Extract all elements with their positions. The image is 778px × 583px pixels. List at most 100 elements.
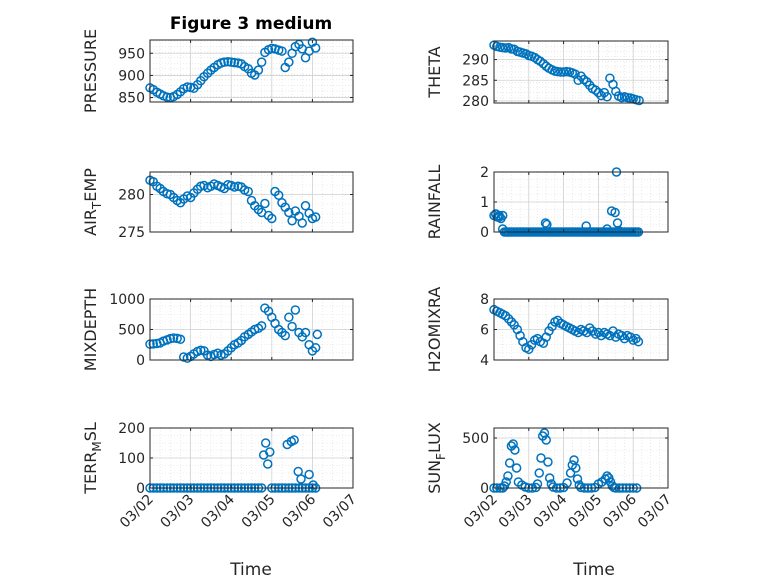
y-tick-label: 4 (480, 353, 489, 369)
data-point (572, 474, 583, 484)
data-point (280, 330, 290, 341)
data-point (587, 326, 598, 336)
y-tick-label: 0 (136, 481, 145, 497)
data-point (596, 90, 606, 101)
y-axis-label: TERRMSL (81, 422, 104, 495)
y-axis-label-subscript: M (90, 441, 104, 451)
data-point (504, 458, 515, 468)
data-point (310, 212, 321, 222)
data-point (581, 221, 591, 231)
data-point (571, 463, 581, 473)
y-axis-label: AIRTEMP (81, 168, 104, 236)
x-tick-label: 03/05 (565, 492, 605, 532)
data-point (284, 312, 294, 323)
data-point (243, 186, 254, 197)
data-point (622, 92, 633, 103)
data-point (256, 57, 267, 67)
x-tick-label: 03/07 (320, 492, 360, 532)
y-tick-label: 280 (118, 188, 145, 204)
y-axis-label-suffix: LUX (425, 422, 444, 453)
y-tick-label: 2 (480, 165, 489, 181)
data-point (273, 190, 284, 200)
data-point (619, 333, 630, 344)
data-point (290, 305, 301, 315)
data-point (267, 213, 277, 224)
data-point (634, 95, 644, 106)
data-point (260, 438, 271, 448)
y-tick-label: 275 (118, 225, 145, 241)
y-axis-label-main: H2OMIXRA (425, 287, 444, 373)
data-point (543, 457, 553, 467)
data-point (511, 463, 522, 473)
y-tick-label: 290 (462, 53, 489, 69)
data-point (226, 57, 236, 67)
data-point (175, 334, 186, 345)
y-tick-label: 500 (462, 431, 489, 447)
data-point (610, 207, 620, 218)
x-axis-label-left: Time (229, 560, 272, 580)
data-point (503, 314, 514, 324)
data-point (284, 207, 294, 218)
x-tick-label: 03/04 (198, 491, 238, 531)
data-point (308, 480, 318, 490)
data-point (265, 447, 275, 457)
data-point (296, 474, 306, 484)
data-point (289, 435, 299, 445)
data-point (287, 321, 297, 332)
data-point (501, 477, 511, 487)
y-axis-label-suffix: SL (81, 422, 100, 441)
y-tick-label: 1000 (109, 292, 145, 308)
axes-frame (493, 427, 669, 489)
data-point (162, 92, 172, 102)
y-axis-label-suffix: EMP (81, 168, 100, 202)
data-point (602, 224, 612, 234)
figure-title: Figure 3 medium (170, 14, 332, 34)
data-point (297, 218, 307, 228)
subplot-terr: 0 100 200 03/02 03/03 03/04 03/05 03/06 03/07 TER… (81, 421, 360, 531)
data-point (540, 218, 551, 228)
data-point (633, 336, 644, 347)
x-tick-label: 03/03 (496, 492, 536, 532)
axes-frame (149, 171, 354, 233)
y-axis-label-main: SUN (425, 460, 444, 494)
subplot-mixdepth: 0 500 1000 MIXDEPTH (81, 288, 354, 371)
data-point (500, 43, 511, 53)
data-point (310, 343, 321, 353)
y-tick-label: 6 (480, 323, 489, 339)
data-point (497, 210, 508, 221)
y-tick-label: 280 (462, 94, 489, 110)
x-tick-label: 03/03 (158, 492, 198, 532)
x-axis-label-right: Time (572, 560, 615, 580)
data-point (552, 315, 563, 326)
data-point (584, 323, 595, 333)
y-axis-label-subscript: F (434, 453, 448, 460)
data-point (229, 57, 240, 68)
data-point (593, 327, 604, 338)
y-tick-label: 900 (118, 68, 145, 84)
data-point (625, 332, 636, 342)
y-axis-label: PRESSURE (81, 29, 100, 113)
y-tick-label: 0 (136, 353, 145, 369)
y-tick-label: 850 (118, 91, 145, 107)
y-tick-label: 0 (480, 481, 489, 497)
data-point (593, 87, 604, 98)
data-point (510, 445, 520, 455)
data-point (611, 332, 621, 342)
data-point (616, 330, 627, 341)
y-axis-label: THETA (425, 46, 444, 98)
data-point (310, 43, 321, 53)
data-point (148, 339, 158, 349)
data-point (506, 317, 517, 327)
data-point (304, 469, 314, 480)
data-point (544, 473, 555, 483)
x-tick-label: 03/02 (117, 492, 157, 532)
data-point (536, 453, 546, 463)
data-point (284, 57, 294, 67)
data-point (500, 311, 511, 321)
data-point (508, 439, 518, 449)
y-axis-label: MIXDEPTH (81, 288, 100, 371)
data-point (277, 46, 287, 56)
y-tick-label: 0 (480, 225, 489, 241)
data-point (561, 66, 572, 77)
